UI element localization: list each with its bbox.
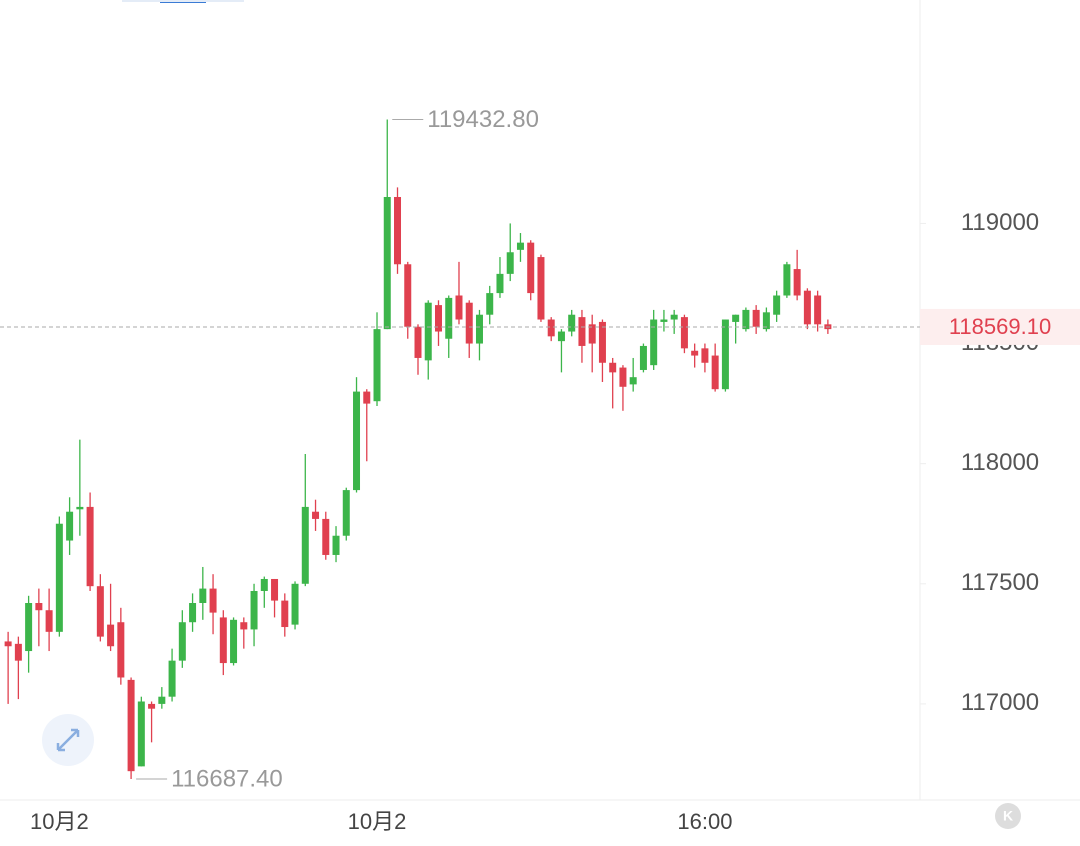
candle-body [271, 578, 279, 601]
last-price-label: 118569.10 [949, 314, 1051, 339]
candle-body [219, 617, 227, 664]
x-tick-label: 10月2 [30, 809, 89, 834]
candle-body [527, 242, 535, 294]
candle-body [691, 350, 699, 356]
candle-body [424, 302, 432, 361]
candle-body [670, 314, 678, 320]
candle-body [598, 321, 606, 363]
candle-body [455, 295, 463, 320]
candle-body [148, 703, 156, 709]
candle-body [721, 319, 729, 390]
candle-body [783, 264, 791, 296]
candle-body [793, 269, 801, 296]
candle-body [25, 603, 33, 652]
candle-body [66, 511, 74, 541]
candle-body [250, 590, 258, 630]
candle-body [14, 643, 22, 661]
candle-body [496, 273, 504, 294]
y-tick-label: 117000 [961, 689, 1039, 716]
expand-icon[interactable] [42, 714, 94, 766]
candle-body [394, 196, 402, 265]
candle-body [301, 506, 309, 584]
candle-body [199, 588, 207, 604]
last-price-tag [920, 308, 1080, 345]
y-tick-label: 117500 [961, 569, 1039, 596]
candle-body [373, 329, 381, 402]
candle-body [76, 506, 84, 510]
x-tick-label: 10月2 [348, 809, 407, 834]
candle-body [322, 518, 330, 555]
candle-body [312, 511, 320, 519]
candle-body [209, 588, 217, 613]
candle-body [332, 535, 340, 555]
candle-body [609, 362, 617, 373]
candle-body [96, 586, 104, 637]
candle-body [486, 293, 494, 315]
x-tick-label: 16:00 [677, 809, 732, 834]
candle-body [240, 622, 248, 630]
candle-body [650, 319, 658, 366]
candle-body [537, 257, 545, 320]
candle-body [516, 242, 524, 250]
candle-body [35, 603, 43, 611]
candle-body [701, 348, 709, 363]
candle-body [230, 619, 238, 664]
candle-body [660, 319, 668, 322]
annotation-label: 116687.40 [171, 765, 283, 792]
candle-body [773, 295, 781, 315]
annotation-label: 119432.80 [427, 106, 539, 133]
candle-body [404, 264, 412, 327]
candle-body [342, 490, 350, 536]
candle-body [557, 331, 565, 342]
candle-body [414, 326, 422, 358]
candle-body [506, 252, 514, 274]
candle-body [158, 696, 166, 704]
candle-body [742, 309, 750, 330]
candle-body [353, 391, 361, 491]
candle-body [465, 302, 473, 344]
candle-body [619, 367, 627, 387]
candle-body [137, 701, 145, 767]
candle-body [189, 603, 197, 623]
y-tick-label: 118000 [961, 449, 1039, 476]
candle-body [291, 583, 299, 625]
candle-body [803, 290, 811, 325]
candle-body [445, 297, 453, 339]
candle-body [86, 506, 94, 587]
candle-body [178, 622, 186, 661]
candle-body [711, 355, 719, 390]
candle-body [568, 314, 576, 332]
candle-body [127, 679, 135, 772]
candle-body [363, 391, 371, 404]
candle-body [475, 314, 483, 344]
candle-body [639, 345, 647, 370]
logo-badge[interactable] [995, 803, 1021, 829]
candle-body [168, 660, 176, 697]
candle-body [107, 624, 115, 647]
candle-body [588, 324, 596, 344]
candle-body [45, 610, 53, 632]
logo-text: K [1003, 808, 1013, 824]
candle-body [117, 622, 125, 678]
candle-body [547, 319, 555, 337]
candle-body [578, 317, 586, 346]
candle-body [762, 312, 770, 330]
candle-body [814, 295, 822, 325]
candle-body [4, 641, 12, 647]
y-tick-label: 119000 [961, 209, 1039, 236]
candle-body [281, 600, 289, 628]
candle-body [260, 578, 268, 591]
candle-body [629, 377, 637, 385]
candle-body [680, 317, 688, 349]
candle-body [55, 523, 63, 632]
candle-body [383, 196, 391, 330]
tab-bar [122, 0, 244, 2]
candle-body [732, 314, 740, 322]
candle-body [434, 305, 442, 332]
candle-body [752, 309, 760, 327]
